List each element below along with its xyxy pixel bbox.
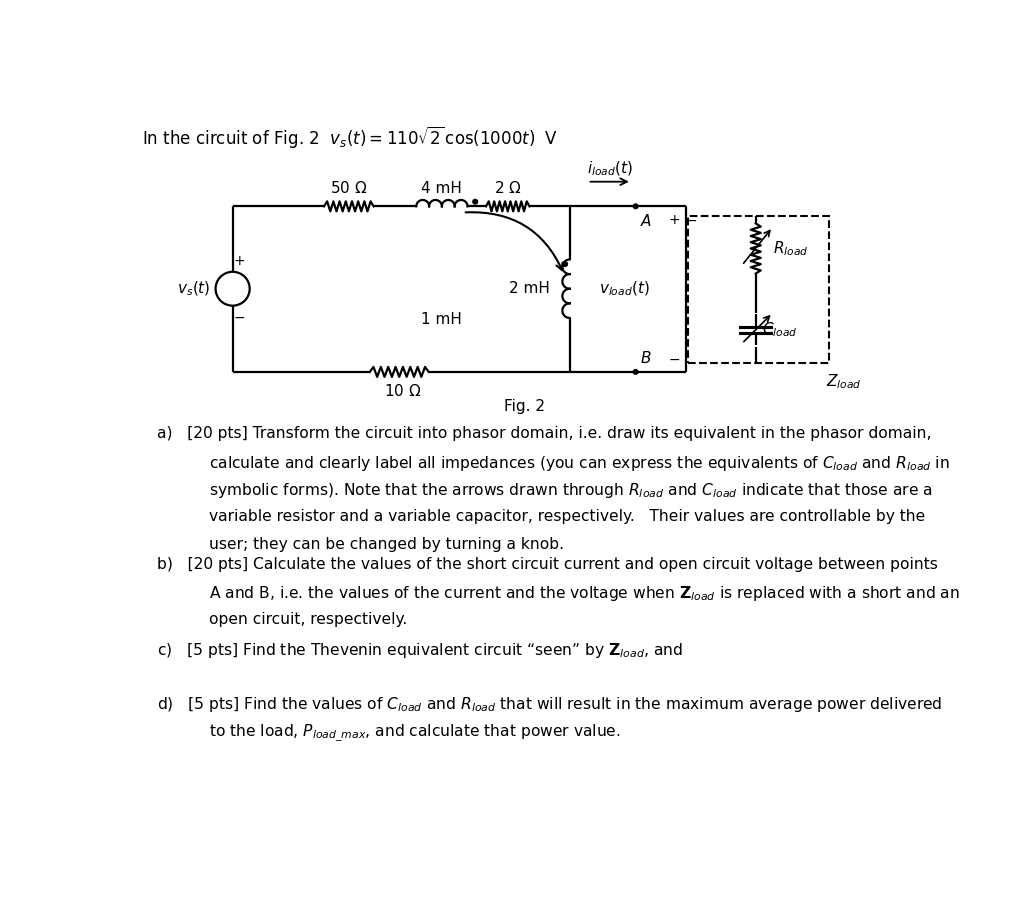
- Text: 10 $\Omega$: 10 $\Omega$: [384, 384, 422, 399]
- Text: 4 mH: 4 mH: [422, 181, 462, 197]
- Text: 50 $\Omega$: 50 $\Omega$: [330, 180, 368, 197]
- Text: $B$: $B$: [640, 350, 651, 365]
- Text: open circuit, respectively.: open circuit, respectively.: [209, 612, 408, 627]
- Text: A and B, i.e. the values of the current and the voltage when $\mathbf{Z}_{load}$: A and B, i.e. the values of the current …: [209, 585, 961, 603]
- Text: $A$: $A$: [640, 212, 651, 229]
- Text: c)   [5 pts] Find the Thevenin equivalent circuit “seen” by $\mathbf{Z}_{load}$,: c) [5 pts] Find the Thevenin equivalent …: [158, 641, 683, 660]
- Text: $C_{load}$: $C_{load}$: [762, 321, 798, 339]
- Text: d)   [5 pts] Find the values of $C_{load}$ and $R_{load}$ that will result in th: d) [5 pts] Find the values of $C_{load}$…: [158, 695, 943, 714]
- Text: 1 mH: 1 mH: [422, 312, 462, 327]
- Text: $v_s(t)$: $v_s(t)$: [177, 280, 211, 298]
- Text: $+$: $+$: [232, 254, 245, 268]
- Circle shape: [473, 200, 477, 204]
- FancyArrowPatch shape: [466, 212, 562, 271]
- Text: $Z_{load}$: $Z_{load}$: [825, 372, 861, 391]
- Text: $v_{load}(t)$: $v_{load}(t)$: [599, 280, 650, 298]
- Text: to the load, $P_{load\_max}$, and calculate that power value.: to the load, $P_{load\_max}$, and calcul…: [209, 723, 621, 744]
- Text: $i_{load}(t)$: $i_{load}(t)$: [587, 159, 633, 178]
- Text: $+$: $+$: [669, 212, 680, 227]
- Text: a)   [20 pts] Transform the circuit into phasor domain, i.e. draw its equivalent: a) [20 pts] Transform the circuit into p…: [158, 425, 932, 441]
- Text: symbolic forms). Note that the arrows drawn through $R_{load}$ and $C_{load}$ in: symbolic forms). Note that the arrows dr…: [209, 481, 933, 500]
- Text: $-$: $-$: [232, 310, 245, 323]
- Text: $-$: $-$: [669, 352, 680, 365]
- Text: $-$: $-$: [685, 212, 696, 227]
- Text: user; they can be changed by turning a knob.: user; they can be changed by turning a k…: [209, 537, 564, 552]
- Circle shape: [633, 204, 638, 209]
- Text: b)   [20 pts] Calculate the values of the short circuit current and open circuit: b) [20 pts] Calculate the values of the …: [158, 557, 938, 572]
- Text: 2 mH: 2 mH: [509, 281, 550, 296]
- Circle shape: [633, 370, 638, 374]
- Text: Fig. 2: Fig. 2: [504, 399, 546, 414]
- Text: 2 $\Omega$: 2 $\Omega$: [494, 180, 521, 197]
- Circle shape: [563, 261, 567, 266]
- Text: In the circuit of Fig. 2  $v_s(t) = 110\sqrt{2}\,\cos(1000t)\;$ V: In the circuit of Fig. 2 $v_s(t) = 110\s…: [142, 124, 558, 150]
- Text: $R_{load}$: $R_{load}$: [773, 240, 808, 258]
- Bar: [687, 216, 829, 363]
- Text: calculate and clearly label all impedances (you can express the equivalents of $: calculate and clearly label all impedanc…: [209, 454, 950, 473]
- Text: variable resistor and a variable capacitor, respectively.   Their values are con: variable resistor and a variable capacit…: [209, 509, 926, 524]
